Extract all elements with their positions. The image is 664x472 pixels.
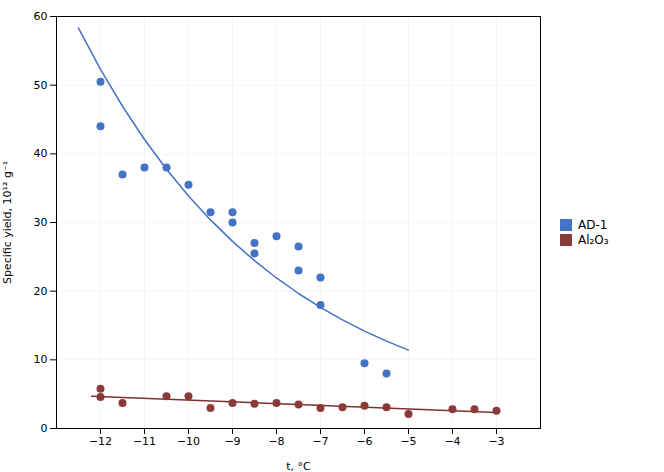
svg-text:−6: −6: [356, 435, 372, 448]
svg-text:20: 20: [34, 285, 48, 298]
svg-text:−7: −7: [312, 435, 328, 448]
svg-text:60: 60: [34, 10, 48, 23]
svg-text:−12: −12: [89, 435, 112, 448]
svg-text:−4: −4: [444, 435, 460, 448]
html-text:AD-1: AD-1: [578, 218, 608, 232]
svg-text:−11: −11: [133, 435, 156, 448]
svg-text:50: 50: [34, 79, 48, 92]
svg-text:−5: −5: [400, 435, 416, 448]
svg-text:30: 30: [34, 216, 48, 229]
svg-text:t, °C: t, °C: [286, 460, 311, 472]
svg-text:0: 0: [41, 422, 48, 435]
svg-text:−8: −8: [268, 435, 284, 448]
svg-text:−3: −3: [488, 435, 504, 448]
svg-text:−9: −9: [224, 435, 240, 448]
svg-text:40: 40: [34, 147, 48, 160]
svg-text:−10: −10: [177, 435, 200, 448]
svg-text:10: 10: [34, 353, 48, 366]
html-text:Al₂O₃: Al₂O₃: [578, 233, 609, 247]
svg-text:Specific yield, 10¹² g⁻¹: Specific yield, 10¹² g⁻¹: [1, 161, 14, 284]
